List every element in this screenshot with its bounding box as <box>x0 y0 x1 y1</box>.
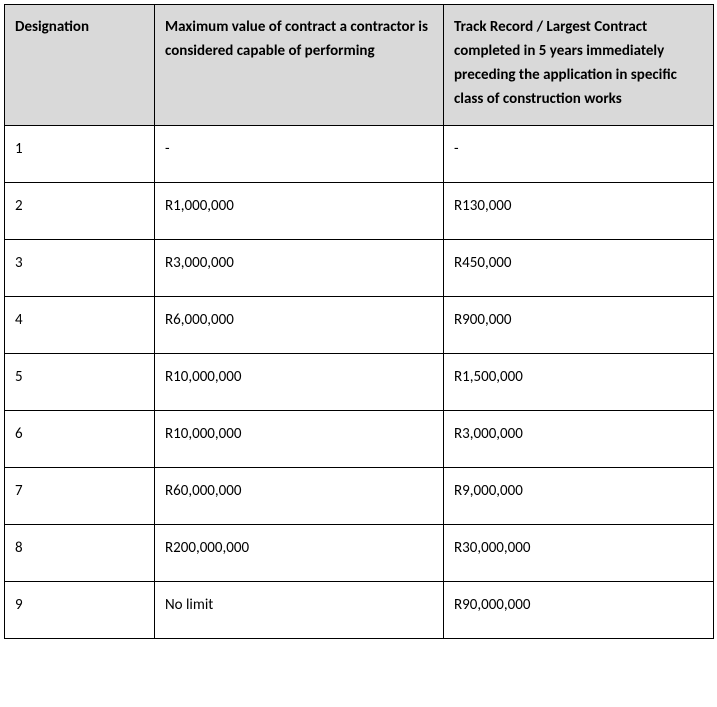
cell-designation: 4 <box>5 297 155 354</box>
cell-designation: 6 <box>5 411 155 468</box>
table-row: 9 No limit R90,000,000 <box>5 582 714 639</box>
cell-maxvalue: R1,000,000 <box>155 183 444 240</box>
cell-trackrecord: R900,000 <box>444 297 714 354</box>
cell-trackrecord: R450,000 <box>444 240 714 297</box>
table-row: 8 R200,000,000 R30,000,000 <box>5 525 714 582</box>
header-maxvalue: Maximum value of contract a contractor i… <box>155 5 444 126</box>
table-row: 1 - - <box>5 126 714 183</box>
header-trackrecord: Track Record / Largest Contract complete… <box>444 5 714 126</box>
table-row: 2 R1,000,000 R130,000 <box>5 183 714 240</box>
cell-maxvalue: R200,000,000 <box>155 525 444 582</box>
cell-trackrecord: R9,000,000 <box>444 468 714 525</box>
header-row: Designation Maximum value of contract a … <box>5 5 714 126</box>
cell-maxvalue: R3,000,000 <box>155 240 444 297</box>
table-row: 4 R6,000,000 R900,000 <box>5 297 714 354</box>
cell-designation: 5 <box>5 354 155 411</box>
cell-trackrecord: R3,000,000 <box>444 411 714 468</box>
cell-designation: 2 <box>5 183 155 240</box>
cell-maxvalue: - <box>155 126 444 183</box>
designation-table: Designation Maximum value of contract a … <box>4 4 714 639</box>
cell-designation: 1 <box>5 126 155 183</box>
cell-trackrecord: - <box>444 126 714 183</box>
cell-trackrecord: R130,000 <box>444 183 714 240</box>
cell-designation: 9 <box>5 582 155 639</box>
table-row: 7 R60,000,000 R9,000,000 <box>5 468 714 525</box>
cell-maxvalue: R10,000,000 <box>155 354 444 411</box>
table-header: Designation Maximum value of contract a … <box>5 5 714 126</box>
cell-trackrecord: R90,000,000 <box>444 582 714 639</box>
cell-maxvalue: R10,000,000 <box>155 411 444 468</box>
table-body: 1 - - 2 R1,000,000 R130,000 3 R3,000,000… <box>5 126 714 639</box>
cell-maxvalue: R60,000,000 <box>155 468 444 525</box>
cell-maxvalue: No limit <box>155 582 444 639</box>
cell-designation: 3 <box>5 240 155 297</box>
table-row: 3 R3,000,000 R450,000 <box>5 240 714 297</box>
cell-designation: 7 <box>5 468 155 525</box>
header-designation: Designation <box>5 5 155 126</box>
cell-trackrecord: R30,000,000 <box>444 525 714 582</box>
cell-designation: 8 <box>5 525 155 582</box>
table-row: 5 R10,000,000 R1,500,000 <box>5 354 714 411</box>
cell-trackrecord: R1,500,000 <box>444 354 714 411</box>
table-row: 6 R10,000,000 R3,000,000 <box>5 411 714 468</box>
cell-maxvalue: R6,000,000 <box>155 297 444 354</box>
